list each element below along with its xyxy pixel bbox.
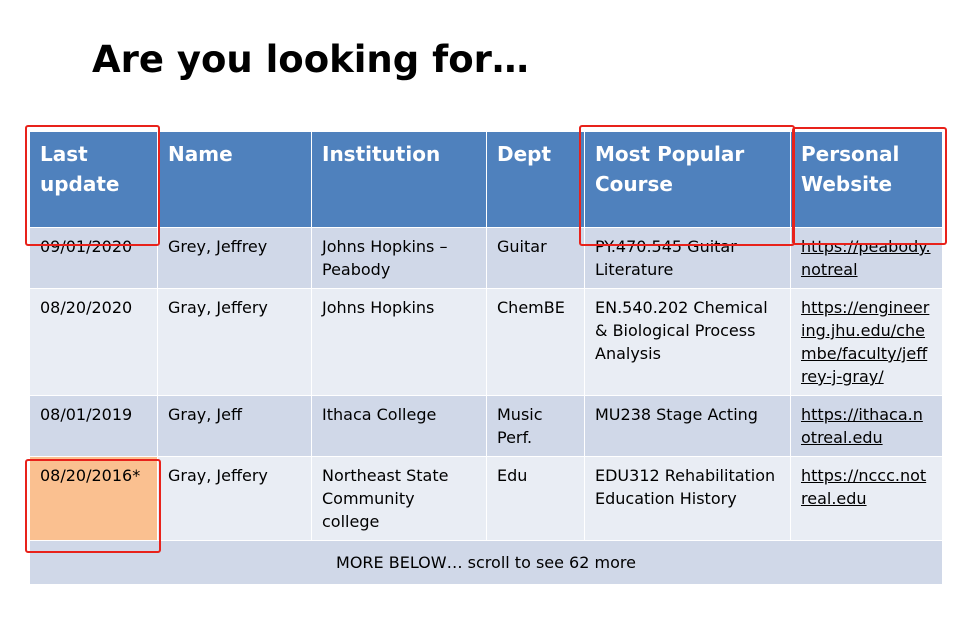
cell-name: Gray, Jeffery xyxy=(157,456,312,541)
cell-name: Grey, Jeffrey xyxy=(157,227,312,289)
cell-dept: Edu xyxy=(486,456,585,541)
more-below-notice[interactable]: MORE BELOW… scroll to see 62 more xyxy=(29,540,943,585)
cell-last-update: 08/20/2020 xyxy=(29,288,158,396)
cell-institution: Johns Hopkins – Peabody xyxy=(311,227,487,289)
cell-website: https://ithaca.notreal.edu xyxy=(790,395,943,457)
table-row[interactable]: 08/01/2019 Gray, Jeff Ithaca College Mus… xyxy=(29,395,943,457)
cell-course: PY.470.545 Guitar Literature xyxy=(584,227,791,289)
column-header-name[interactable]: Name xyxy=(157,131,312,228)
cell-last-update-highlighted: 08/20/2016* xyxy=(29,456,158,541)
website-link[interactable]: https://nccc.notreal.edu xyxy=(801,466,927,508)
column-header-last-update[interactable]: Last update xyxy=(29,131,158,228)
cell-course: EN.540.202 Chemical & Biological Process… xyxy=(584,288,791,396)
cell-website: https://nccc.notreal.edu xyxy=(790,456,943,541)
cell-last-update: 09/01/2020 xyxy=(29,227,158,289)
cell-last-update: 08/01/2019 xyxy=(29,395,158,457)
column-header-personal-website[interactable]: Personal Website xyxy=(790,131,943,228)
cell-name: Gray, Jeff xyxy=(157,395,312,457)
cell-website: https://peabody.notreal xyxy=(790,227,943,289)
table-row[interactable]: 08/20/2020 Gray, Jeffery Johns Hopkins C… xyxy=(29,288,943,396)
website-link[interactable]: https://engineering.jhu.edu/chembe/facul… xyxy=(801,298,930,386)
column-header-dept[interactable]: Dept xyxy=(486,131,585,228)
cell-institution: Johns Hopkins xyxy=(311,288,487,396)
cell-course: MU238 Stage Acting xyxy=(584,395,791,457)
cell-dept: ChemBE xyxy=(486,288,585,396)
cell-dept: Music Perf. xyxy=(486,395,585,457)
column-header-institution[interactable]: Institution xyxy=(311,131,487,228)
header-row: Last update Name Institution Dept Most P… xyxy=(29,131,943,228)
cell-dept: Guitar xyxy=(486,227,585,289)
cell-website: https://engineering.jhu.edu/chembe/facul… xyxy=(790,288,943,396)
cell-institution: Ithaca College xyxy=(311,395,487,457)
column-header-most-popular-course[interactable]: Most Popular Course xyxy=(584,131,791,228)
cell-name: Gray, Jeffery xyxy=(157,288,312,396)
results-table: Last update Name Institution Dept Most P… xyxy=(29,131,943,585)
cell-institution: Northeast State Community college xyxy=(311,456,487,541)
cell-course: EDU312 Rehabilitation Education History xyxy=(584,456,791,541)
page-title: Are you looking for… xyxy=(92,38,529,81)
website-link[interactable]: https://ithaca.notreal.edu xyxy=(801,405,923,447)
website-link[interactable]: https://peabody.notreal xyxy=(801,237,931,279)
table-row[interactable]: 09/01/2020 Grey, Jeffrey Johns Hopkins –… xyxy=(29,227,943,289)
table-row[interactable]: 08/20/2016* Gray, Jeffery Northeast Stat… xyxy=(29,456,943,541)
more-rows-row[interactable]: MORE BELOW… scroll to see 62 more xyxy=(29,540,943,585)
